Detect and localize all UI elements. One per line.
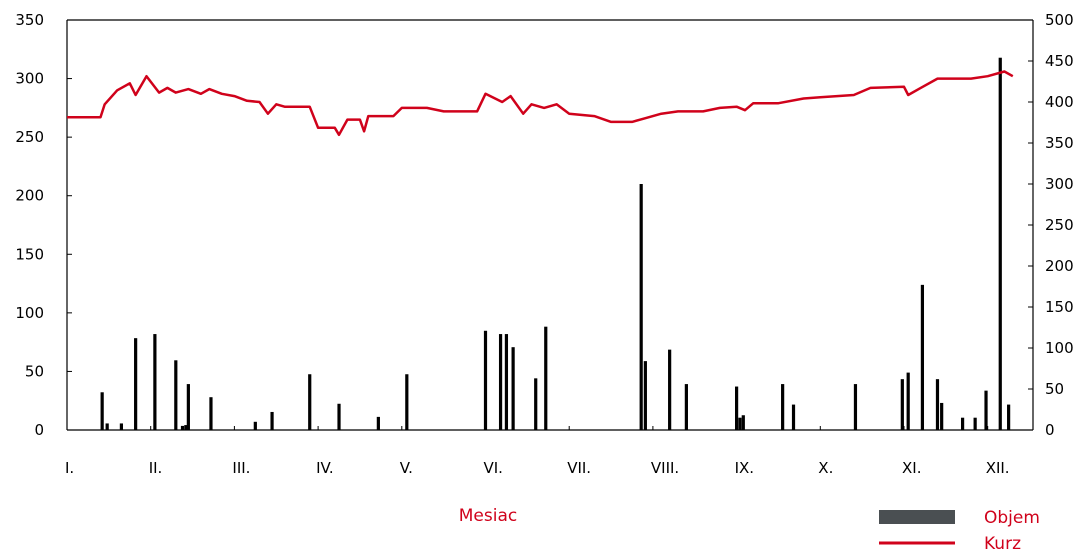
volume-bar [511, 347, 515, 430]
volume-bar [534, 378, 538, 430]
legend-volume-label: Objem [984, 508, 1040, 528]
right-tick-label: 500 [1045, 11, 1074, 29]
volume-bar [984, 390, 988, 430]
right-tick-label: 300 [1045, 175, 1074, 193]
volume-bar [735, 386, 739, 430]
left-tick-label: 350 [15, 11, 44, 29]
volume-bar [134, 338, 138, 430]
volume-bar [483, 330, 488, 430]
volume-bar [935, 379, 940, 430]
volume-bar [153, 334, 157, 430]
month-tick-label: II. [149, 459, 163, 477]
month-tick-label: X. [818, 459, 833, 477]
right-tick-label: 450 [1045, 52, 1074, 70]
legend-price-label: Kurz [984, 534, 1021, 554]
volume-bar [180, 425, 185, 430]
legend-volume-swatch [879, 510, 955, 524]
volume-bar [270, 411, 274, 430]
volume-bar [405, 374, 409, 430]
volume-bar [184, 425, 188, 430]
right-axis-ticks: 0 50 100 150 200 250 300 350 400 450 500 [1028, 11, 1074, 439]
volume-bar [684, 384, 688, 430]
volume-bar [1007, 404, 1011, 430]
month-tick-label: VI. [484, 459, 503, 477]
volume-bar [544, 326, 548, 430]
volume-bar [920, 284, 925, 430]
volume-bar [337, 403, 341, 430]
left-tick-label: 300 [15, 70, 44, 88]
volume-bar [940, 402, 944, 430]
left-tick-label: 100 [15, 304, 44, 322]
month-tick-label: VII. [567, 459, 591, 477]
month-tick-label: IX. [735, 459, 754, 477]
volume-bar [639, 184, 643, 430]
volume-bar [119, 423, 124, 430]
volume-bar [253, 421, 257, 430]
right-tick-label: 200 [1045, 257, 1074, 275]
volume-bar [100, 392, 104, 430]
right-tick-label: 250 [1045, 216, 1074, 234]
volume-bars [100, 57, 1011, 430]
right-tick-label: 100 [1045, 339, 1074, 357]
volume-bar [668, 349, 672, 430]
volume-bar [906, 372, 910, 430]
volume-bar [504, 334, 509, 430]
month-tick-label: XI. [902, 459, 921, 477]
price-line [67, 70, 1014, 137]
left-tick-label: 200 [15, 187, 44, 205]
month-tick-label: XII. [986, 459, 1010, 477]
month-tick-labels: I. II. III. IV. V. VI. VII. VIII. IX. X. XI. XII. [65, 426, 1010, 477]
volume-bar [643, 361, 647, 430]
volume-bar [973, 417, 977, 430]
volume-bar [209, 397, 213, 430]
month-tick-label: IV. [316, 459, 334, 477]
volume-bar [105, 423, 109, 430]
volume-bar [174, 360, 178, 430]
month-tick-label: I. [65, 459, 74, 477]
volume-bar [376, 416, 380, 430]
left-tick-label: 150 [15, 245, 44, 263]
volume-bar [498, 334, 503, 430]
month-tick-label: V. [400, 459, 413, 477]
right-tick-label: 400 [1045, 93, 1074, 111]
right-tick-label: 50 [1045, 380, 1064, 398]
month-tick-label: VIII. [651, 459, 679, 477]
volume-bar [738, 417, 742, 430]
volume-bar [998, 57, 1002, 430]
month-tick-label: III. [232, 459, 250, 477]
volume-bar [741, 415, 745, 430]
volume-bar [900, 379, 904, 430]
left-tick-label: 250 [15, 128, 44, 146]
legend: Objem Kurz [879, 508, 1040, 554]
volume-bar [853, 384, 858, 430]
axes [66, 19, 1034, 431]
volume-bar [791, 404, 796, 430]
volume-bar [781, 384, 785, 430]
x-axis-label: Mesiac [459, 506, 517, 526]
left-axis-ticks: 0 50 100 150 200 250 300 350 [15, 11, 72, 439]
left-tick-label: 0 [34, 421, 44, 439]
volume-bar [308, 374, 312, 430]
left-tick-label: 50 [25, 362, 44, 380]
volume-bar [960, 417, 965, 430]
right-tick-label: 0 [1045, 421, 1055, 439]
right-tick-label: 150 [1045, 298, 1074, 316]
right-tick-label: 350 [1045, 134, 1074, 152]
volume-bar [186, 384, 190, 430]
